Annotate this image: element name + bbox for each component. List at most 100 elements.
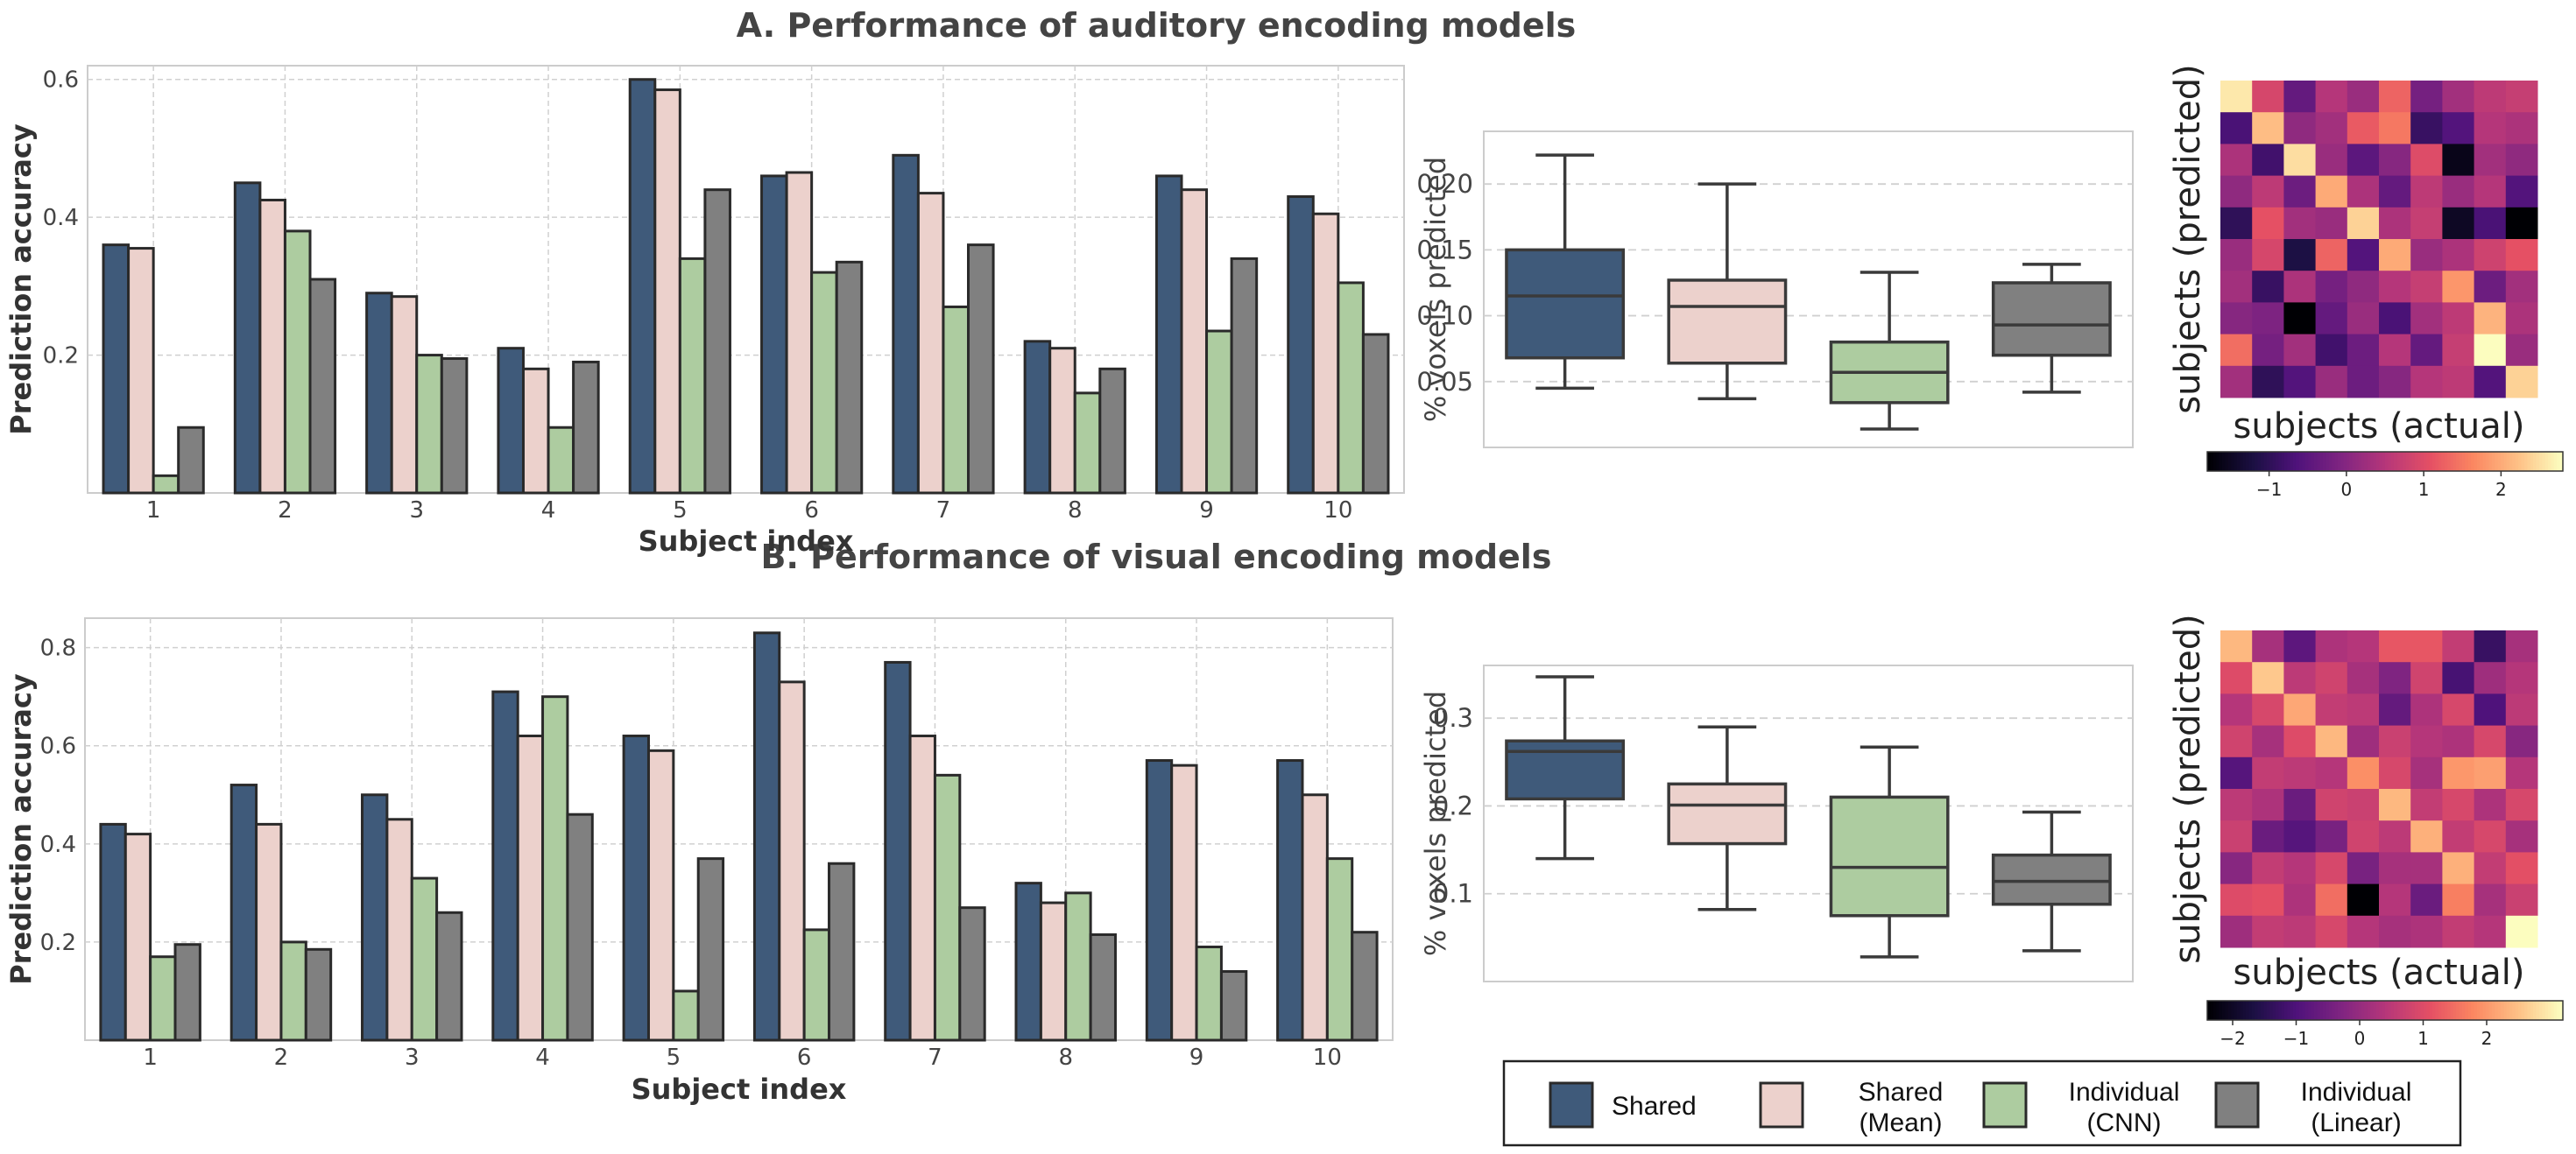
colorbar-segment — [2512, 452, 2516, 471]
colorbar-tick-label: 2 — [2481, 1028, 2493, 1049]
heatmap-cell — [2283, 239, 2317, 271]
bar-individual_linear — [173, 943, 201, 1042]
x-axis-label: Subject index — [639, 524, 854, 558]
heatmap-cell — [2442, 756, 2475, 790]
colorbar-segment — [2536, 1001, 2540, 1020]
colorbar-segment — [2467, 452, 2472, 471]
heatmap-cell — [2474, 112, 2507, 144]
colorbar-segment — [2399, 1001, 2403, 1020]
colorbar-segment — [2311, 452, 2315, 471]
bar-individual_linear — [1098, 367, 1126, 495]
colorbar-segment — [2438, 452, 2442, 471]
y-axis-label: subjects (predicted) — [2168, 64, 2208, 414]
colorbar-segment — [2367, 452, 2371, 471]
heatmap-cell — [2505, 302, 2538, 335]
colorbar-segment — [2506, 1001, 2510, 1020]
colorbar-segment — [2486, 452, 2490, 471]
bar-individual_linear — [828, 862, 856, 1042]
colorbar-segment — [2347, 1001, 2350, 1020]
colorbar-segment — [2461, 452, 2466, 471]
colorbar-segment — [2435, 452, 2439, 471]
legend-item-individual_cnn: Individual(CNN) — [1982, 1078, 2179, 1137]
heatmap-cell — [2283, 112, 2317, 144]
colorbar-segment — [2538, 1001, 2543, 1020]
heatmap-cell — [2410, 915, 2443, 948]
bar-shared — [1023, 340, 1052, 495]
heatmap-cell — [2315, 302, 2348, 335]
colorbar-segment — [2313, 1001, 2318, 1020]
heatmap-cell — [2220, 756, 2253, 790]
colorbar-segment — [2414, 452, 2418, 471]
colorbar-segment — [2518, 1001, 2523, 1020]
colorbar-segment — [2234, 1001, 2238, 1020]
heatmap-cell — [2315, 820, 2348, 853]
colorbar-segment — [2548, 452, 2552, 471]
colorbar-segment — [2269, 452, 2274, 471]
colorbar-segment — [2340, 1001, 2345, 1020]
y-tick-label: 0.2 — [40, 930, 76, 956]
heatmap-cell — [2252, 630, 2284, 663]
heatmap-cell — [2505, 693, 2538, 727]
bar-individual_cnn — [933, 773, 962, 1042]
legend-item-individual_linear: Individual(Linear) — [2214, 1078, 2411, 1137]
bar-shared_mean — [1311, 212, 1340, 495]
heatmap-cell — [2505, 915, 2538, 948]
colorbar-segment — [2260, 452, 2264, 471]
colorbar-segment — [2349, 1001, 2354, 1020]
bar-individual_linear — [572, 360, 600, 495]
heatmap-cell — [2442, 630, 2475, 663]
heatmap-cell — [2474, 239, 2507, 271]
colorbar-segment — [2509, 1001, 2514, 1020]
colorbar-segment — [2450, 452, 2454, 471]
bar-individual_cnn — [415, 354, 443, 495]
colorbar-segment — [2225, 1001, 2229, 1020]
heatmap-cell — [2283, 207, 2317, 240]
colorbar-segment — [2367, 1001, 2371, 1020]
heatmap-cell — [2505, 852, 2538, 885]
colorbar-tick-label: 0 — [2354, 1028, 2366, 1049]
bar-individual_linear — [308, 278, 337, 495]
colorbar-segment — [2358, 452, 2362, 471]
legend-swatch-shared — [1549, 1081, 1594, 1129]
colorbar-segment — [2298, 452, 2303, 471]
y-tick-label: 0.15 — [1416, 235, 1473, 264]
heatmap-cell — [2379, 81, 2411, 113]
colorbar-segment — [2319, 1001, 2324, 1020]
heatmap-cell — [2283, 883, 2317, 917]
bar-shared — [491, 690, 519, 1042]
colorbar-segment — [2308, 1001, 2312, 1020]
bar-shared — [628, 78, 657, 495]
colorbar-segment — [2352, 452, 2356, 471]
heatmap-cell — [2252, 271, 2284, 303]
heatmap-cell — [2315, 883, 2348, 917]
bar-individual_cnn — [283, 229, 312, 495]
heatmap-cell — [2315, 144, 2348, 177]
colorbar-segment — [2447, 452, 2452, 471]
heatmap-cell — [2505, 630, 2538, 663]
colorbar-segment — [2435, 1001, 2439, 1020]
heatmap-cell — [2442, 207, 2475, 240]
colorbar-segment — [2216, 1001, 2220, 1020]
heatmap-cell — [2283, 302, 2317, 335]
heatmap-cell — [2252, 175, 2284, 208]
colorbar-segment — [2488, 452, 2493, 471]
colorbar-segment — [2328, 1001, 2333, 1020]
heatmap-cell — [2315, 175, 2348, 208]
colorbar-segment — [2216, 452, 2220, 471]
heatmap-cell — [2505, 175, 2538, 208]
bar-individual_cnn — [942, 305, 970, 495]
colorbar-segment — [2557, 1001, 2561, 1020]
heatmap-cell — [2474, 852, 2507, 885]
heatmap-cell — [2474, 207, 2507, 240]
colorbar-segment — [2207, 452, 2211, 471]
colorbar-segment — [2317, 452, 2321, 471]
heatmap-cell — [2410, 239, 2443, 271]
heatmap-cell — [2410, 207, 2443, 240]
colorbar-segment — [2293, 452, 2297, 471]
heatmap-cell — [2410, 334, 2443, 367]
heatmap-cell — [2252, 81, 2284, 113]
colorbar-tick-label: 2 — [2495, 479, 2507, 500]
heatmap-cell — [2505, 271, 2538, 303]
x-tick-label: 8 — [1058, 1045, 1073, 1071]
heatmap-cell — [2474, 271, 2507, 303]
